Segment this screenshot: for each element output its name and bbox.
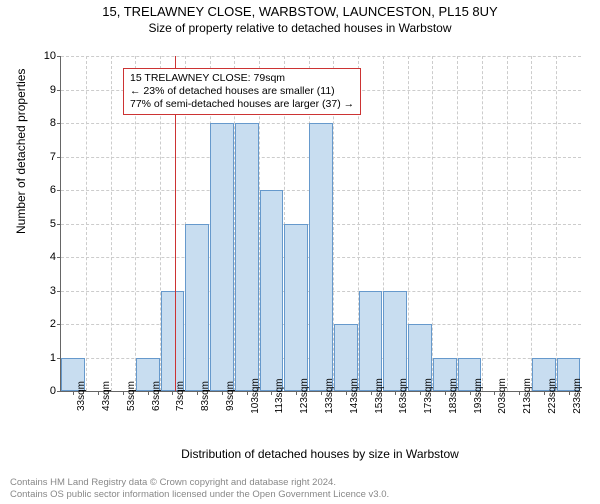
chart-area: 01234567891033sqm43sqm53sqm63sqm73sqm83s… <box>60 56 580 426</box>
bar <box>260 190 284 391</box>
x-tick-mark <box>172 391 173 395</box>
annotation-line: 77% of semi-detached houses are larger (… <box>130 98 354 111</box>
x-tick-mark <box>569 391 570 395</box>
y-tick-mark <box>57 324 61 325</box>
x-tick-label: 183sqm <box>448 378 459 414</box>
x-tick-mark <box>519 391 520 395</box>
y-tick-mark <box>57 157 61 158</box>
x-tick-label: 123sqm <box>299 378 310 414</box>
y-tick-label: 4 <box>41 251 56 263</box>
y-tick-label: 3 <box>41 285 56 297</box>
gridline-v <box>531 56 532 391</box>
y-tick-mark <box>57 123 61 124</box>
x-tick-label: 43sqm <box>101 381 112 411</box>
bar <box>284 224 308 392</box>
y-tick-mark <box>57 190 61 191</box>
x-tick-label: 53sqm <box>126 381 137 411</box>
y-tick-label: 8 <box>41 117 56 129</box>
x-tick-label: 73sqm <box>175 381 186 411</box>
annotation-line: 15 TRELAWNEY CLOSE: 79sqm <box>130 72 354 85</box>
x-tick-label: 103sqm <box>250 378 261 414</box>
x-axis-label: Distribution of detached houses by size … <box>60 447 580 461</box>
x-tick-mark <box>197 391 198 395</box>
x-tick-label: 93sqm <box>225 381 236 411</box>
x-tick-mark <box>544 391 545 395</box>
x-tick-mark <box>271 391 272 395</box>
x-tick-mark <box>123 391 124 395</box>
annotation-box: 15 TRELAWNEY CLOSE: 79sqm← 23% of detach… <box>123 68 361 115</box>
x-tick-mark <box>494 391 495 395</box>
y-tick-label: 2 <box>41 318 56 330</box>
bar <box>161 291 185 392</box>
x-tick-mark <box>247 391 248 395</box>
y-tick-mark <box>57 358 61 359</box>
page-title: 15, TRELAWNEY CLOSE, WARBSTOW, LAUNCESTO… <box>0 4 600 19</box>
x-tick-mark <box>346 391 347 395</box>
y-tick-label: 9 <box>41 84 56 96</box>
x-tick-label: 203sqm <box>497 378 508 414</box>
gridline-v <box>86 56 87 391</box>
gridline-v <box>556 56 557 391</box>
gridline-v <box>507 56 508 391</box>
x-tick-label: 133sqm <box>324 378 335 414</box>
y-tick-label: 1 <box>41 352 56 364</box>
gridline-v <box>482 56 483 391</box>
x-tick-mark <box>420 391 421 395</box>
y-tick-label: 0 <box>41 385 56 397</box>
x-tick-mark <box>371 391 372 395</box>
x-tick-label: 163sqm <box>398 378 409 414</box>
x-tick-label: 143sqm <box>349 378 360 414</box>
x-tick-mark <box>470 391 471 395</box>
y-tick-mark <box>57 257 61 258</box>
y-tick-mark <box>57 291 61 292</box>
x-tick-label: 223sqm <box>547 378 558 414</box>
plot-region: 01234567891033sqm43sqm53sqm63sqm73sqm83s… <box>60 56 581 392</box>
y-tick-mark <box>57 90 61 91</box>
bar <box>383 291 407 392</box>
x-tick-mark <box>321 391 322 395</box>
x-tick-label: 33sqm <box>76 381 87 411</box>
annotation-line: ← 23% of detached houses are smaller (11… <box>130 85 354 98</box>
gridline-v <box>457 56 458 391</box>
y-tick-label: 6 <box>41 184 56 196</box>
y-tick-label: 7 <box>41 151 56 163</box>
x-tick-mark <box>73 391 74 395</box>
bar <box>235 123 259 391</box>
x-tick-label: 193sqm <box>473 378 484 414</box>
chart-container: 15, TRELAWNEY CLOSE, WARBSTOW, LAUNCESTO… <box>0 4 600 504</box>
page-subtitle: Size of property relative to detached ho… <box>0 21 600 35</box>
gridline-v <box>111 56 112 391</box>
y-tick-mark <box>57 56 61 57</box>
bar <box>210 123 234 391</box>
y-tick-mark <box>57 224 61 225</box>
x-tick-label: 173sqm <box>423 378 434 414</box>
footer-line2: Contains OS public sector information li… <box>10 489 389 500</box>
gridline-h <box>61 56 581 57</box>
x-tick-mark <box>222 391 223 395</box>
y-axis-label: Number of detached properties <box>14 69 28 234</box>
x-tick-label: 63sqm <box>151 381 162 411</box>
x-tick-mark <box>395 391 396 395</box>
x-tick-mark <box>296 391 297 395</box>
x-tick-label: 213sqm <box>522 378 533 414</box>
bar <box>309 123 333 391</box>
x-tick-label: 233sqm <box>572 378 583 414</box>
x-tick-mark <box>445 391 446 395</box>
x-tick-label: 113sqm <box>274 379 285 414</box>
footer-attribution: Contains HM Land Registry data © Crown c… <box>10 477 389 500</box>
bar <box>185 224 209 392</box>
y-tick-label: 10 <box>41 50 56 62</box>
y-tick-mark <box>57 391 61 392</box>
x-tick-mark <box>148 391 149 395</box>
x-tick-mark <box>98 391 99 395</box>
y-tick-label: 5 <box>41 218 56 230</box>
gridline-v <box>432 56 433 391</box>
bar <box>359 291 383 392</box>
x-tick-label: 153sqm <box>374 378 385 414</box>
x-tick-label: 83sqm <box>200 381 211 411</box>
footer-line1: Contains HM Land Registry data © Crown c… <box>10 477 389 488</box>
